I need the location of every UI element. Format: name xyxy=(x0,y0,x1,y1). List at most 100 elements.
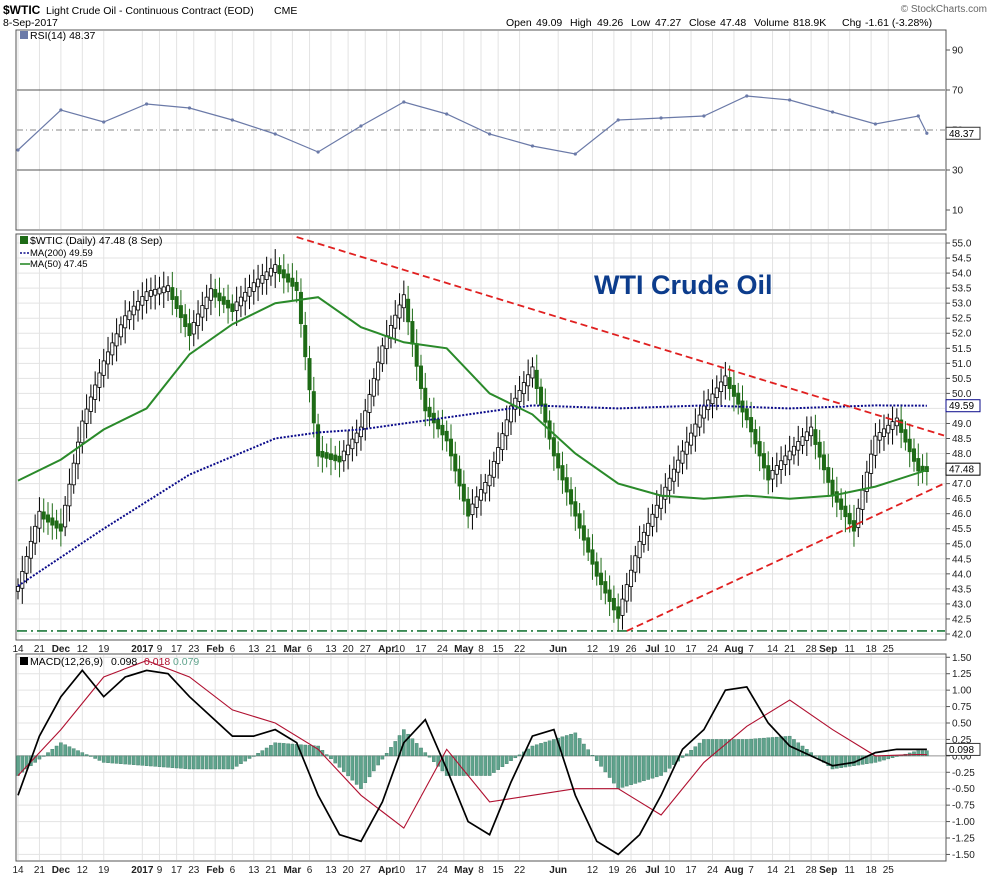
price-bar-34 xyxy=(161,286,166,294)
xtick-bottom-35: 7 xyxy=(748,865,754,876)
xtick-mid-35: 7 xyxy=(748,644,754,655)
macd-hist-bar-209 xyxy=(912,751,916,757)
macd-hist-bar-155 xyxy=(680,755,685,758)
price-bar-7 xyxy=(46,514,51,523)
xtick-bottom-12: 21 xyxy=(265,865,277,876)
price-bar-85 xyxy=(380,345,385,365)
price-bar-48 xyxy=(221,296,226,305)
price-bar-146 xyxy=(641,531,646,545)
price-bar-170 xyxy=(744,408,749,421)
xtick-mid-31: 10 xyxy=(664,644,676,655)
xtick-mid-21: 24 xyxy=(437,644,449,655)
xtick-mid-37: 21 xyxy=(784,644,796,655)
price-bar-185 xyxy=(809,426,814,437)
price-bar-189 xyxy=(826,467,831,483)
xtick-bottom-2: Dec xyxy=(52,865,71,876)
macd-hist-bar-21 xyxy=(106,755,110,763)
macd-hist-bar-27 xyxy=(131,755,136,765)
price-bar-199 xyxy=(869,453,874,474)
macd-hist-bar-179 xyxy=(783,736,788,757)
price-bar-123 xyxy=(543,403,548,423)
price-bar-91 xyxy=(406,298,411,323)
macd-hist-bar-186 xyxy=(813,755,818,757)
price-bar-65 xyxy=(294,281,299,291)
macd-hist-bar-194 xyxy=(847,755,852,767)
price-bar-23 xyxy=(114,333,119,347)
price-bar-58 xyxy=(264,271,269,280)
xtick-bottom-16: 20 xyxy=(343,865,355,876)
macd-hist-bar-73 xyxy=(329,755,333,760)
xtick-mid-7: 17 xyxy=(171,644,183,655)
macd-hist-bar-102 xyxy=(453,755,458,776)
xtick-mid-22: May xyxy=(454,644,474,655)
price-bar-70 xyxy=(316,424,321,457)
ytick-macd-1: -1.25 xyxy=(952,834,975,845)
xtick-mid-26: Jun xyxy=(549,644,567,655)
price-bar-174 xyxy=(761,453,766,469)
rsi-point-18 xyxy=(788,98,792,102)
rsi-last-value-box xyxy=(945,126,981,140)
price-bar-52 xyxy=(238,296,243,307)
macd-hist-bar-57 xyxy=(260,750,265,757)
macd-hist-bar-81 xyxy=(363,755,368,783)
rsi-point-12 xyxy=(530,144,535,148)
price-bar-50 xyxy=(230,303,235,312)
price-bar-14 xyxy=(76,441,81,465)
ytick-macd-8: 0.50 xyxy=(952,719,972,730)
macd-hist-bar-45 xyxy=(209,755,213,770)
macd-signal-line xyxy=(17,660,927,829)
xtick-bottom-0: 14 xyxy=(12,865,24,876)
macd-hist-bar-134 xyxy=(590,755,595,757)
price-bar-19 xyxy=(97,372,102,388)
price-bar-59 xyxy=(268,267,273,277)
xtick-bottom-3: 12 xyxy=(77,865,89,876)
rsi-point-8 xyxy=(359,124,363,128)
xtick-bottom-38: 28 xyxy=(806,865,818,876)
macd-hist-bar-85 xyxy=(380,755,385,760)
price-bar-45 xyxy=(208,288,213,301)
macd-hist-bar-87 xyxy=(389,747,393,757)
macd-hist-bar-145 xyxy=(637,755,642,783)
ytick-price-16: 50.0 xyxy=(952,389,972,400)
xtick-mid-20: 17 xyxy=(415,644,427,655)
price-bar-17 xyxy=(88,396,93,412)
macd-hist-bar-58 xyxy=(264,747,269,757)
macd-hist-bar-25 xyxy=(123,755,127,765)
price-bar-140 xyxy=(616,606,621,619)
price-bar-106 xyxy=(470,503,475,516)
macd-hist-bar-48 xyxy=(221,755,226,770)
macd-hist-bar-142 xyxy=(624,755,629,787)
macd-hist-bar-116 xyxy=(513,755,518,759)
xtick-mid-19: 10 xyxy=(394,644,406,655)
price-bar-108 xyxy=(478,489,483,501)
macd-hist-bar-32 xyxy=(153,755,157,767)
xtick-bottom-27: 12 xyxy=(587,865,599,876)
xtick-mid-12: 21 xyxy=(265,644,277,655)
macd-hist-bar-152 xyxy=(667,755,672,769)
macd-hist-bar-64 xyxy=(290,743,295,757)
xtick-bottom-31: 10 xyxy=(664,865,676,876)
xtick-bottom-6: 9 xyxy=(157,865,163,876)
rsi-point-2 xyxy=(102,120,106,124)
macd-hist-bar-55 xyxy=(251,755,256,757)
price-bar-40 xyxy=(187,323,192,337)
macd-hist-bar-83 xyxy=(372,755,376,772)
trendline-lower xyxy=(626,482,945,632)
macd-hist-bar-41 xyxy=(191,755,196,770)
macd-hist-bar-120 xyxy=(530,745,535,757)
macd-hist-bar-8 xyxy=(50,749,55,757)
macd-hist-bar-144 xyxy=(633,755,638,784)
price-bar-78 xyxy=(350,438,355,450)
macd-hist-bar-22 xyxy=(110,755,115,764)
price-bar-152 xyxy=(667,477,672,491)
header-exchange: CME xyxy=(274,5,297,17)
price-bar-166 xyxy=(727,377,732,389)
macd-hist-bar-13 xyxy=(71,748,76,757)
rsi-layer xyxy=(16,89,945,171)
xtick-bottom-29: 26 xyxy=(625,865,637,876)
price-bar-27 xyxy=(131,305,136,316)
price-bar-76 xyxy=(341,450,346,462)
macd-hist-bar-129 xyxy=(569,733,573,757)
macd-hist-bar-204 xyxy=(890,755,895,758)
